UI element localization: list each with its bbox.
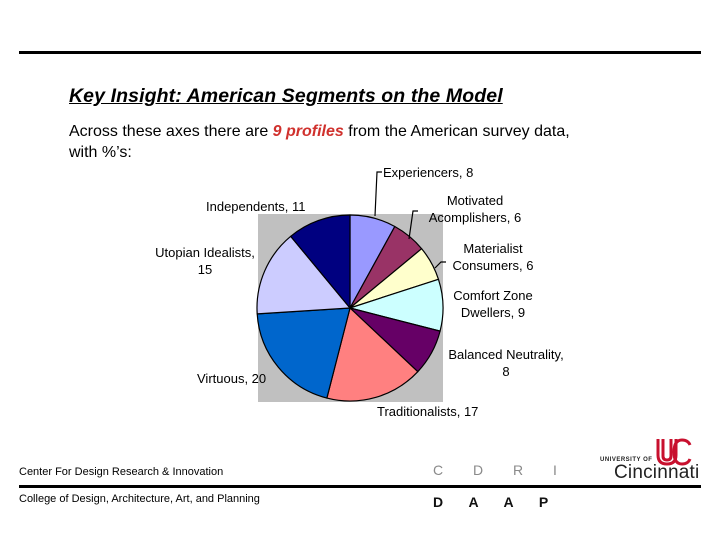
label-utopian: Utopian Idealists, 15 <box>146 244 264 278</box>
label-line: Utopian Idealists, <box>155 245 255 260</box>
label-balanced: Balanced Neutrality, 8 <box>437 346 575 380</box>
label-line: Acomplishers, 6 <box>428 210 522 225</box>
label-line: Consumers, 6 <box>452 258 534 273</box>
center-name: Center For Design Research & Innovation <box>19 466 224 478</box>
label-comfort-zone: Comfort Zone Dwellers, 9 <box>443 287 543 321</box>
label-line: Comfort Zone <box>453 288 533 303</box>
top-rule <box>19 51 701 54</box>
label-line: Experiencers, 8 <box>383 165 474 180</box>
college-name: College of Design, Architecture, Art, an… <box>19 493 260 505</box>
leader-line-motivated <box>408 210 418 240</box>
label-line: Dwellers, 9 <box>460 305 526 320</box>
label-line: Independents, 11 <box>206 199 306 214</box>
pie-slice-independents <box>290 214 351 309</box>
cdri-logo: C D R I <box>433 462 570 478</box>
label-line: Motivated <box>446 193 504 208</box>
body-pre: Across these axes there are <box>69 123 273 140</box>
uc-logo-university-of: UNIVERSITY OF <box>600 457 653 463</box>
pie-slices <box>256 214 444 402</box>
label-materialist: Materialist Consumers, 6 <box>443 240 543 274</box>
leader-line-materialist <box>434 261 446 269</box>
body-post: from the American survey data, with %’s: <box>69 123 570 161</box>
daap-logo: D A A P <box>433 494 560 510</box>
label-experiencers: Experiencers, 8 <box>383 164 473 181</box>
label-line: Balanced Neutrality, <box>448 347 564 362</box>
leader-lines <box>374 171 446 269</box>
leader-line-experiencers <box>374 171 382 217</box>
label-line: Traditionalists, 17 <box>377 404 479 419</box>
pie-slice-virtuous <box>256 307 351 399</box>
label-line: 8 <box>502 364 510 379</box>
label-independents: Independents, 11 <box>206 198 306 215</box>
label-virtuous: Virtuous, 20 <box>197 370 266 387</box>
pie-slice-traditionalists <box>326 307 419 402</box>
footer-rule <box>19 485 701 488</box>
label-traditionalists: Traditionalists, 17 <box>377 403 478 420</box>
pie-slice-utopian-idealists <box>256 235 351 315</box>
slide-title: Key Insight: American Segments on the Mo… <box>69 85 503 107</box>
label-line: 15 <box>197 262 213 277</box>
slide-body: Across these axes there are 9 profiles f… <box>69 121 589 163</box>
uc-mark-icon <box>656 438 692 466</box>
label-motivated: Motivated Acomplishers, 6 <box>420 192 530 226</box>
label-line: Materialist <box>463 241 523 256</box>
label-line: Virtuous, 20 <box>197 371 267 386</box>
body-highlight: 9 profiles <box>272 123 344 140</box>
uc-logo-cincinnati: Cincinnati <box>614 462 700 483</box>
